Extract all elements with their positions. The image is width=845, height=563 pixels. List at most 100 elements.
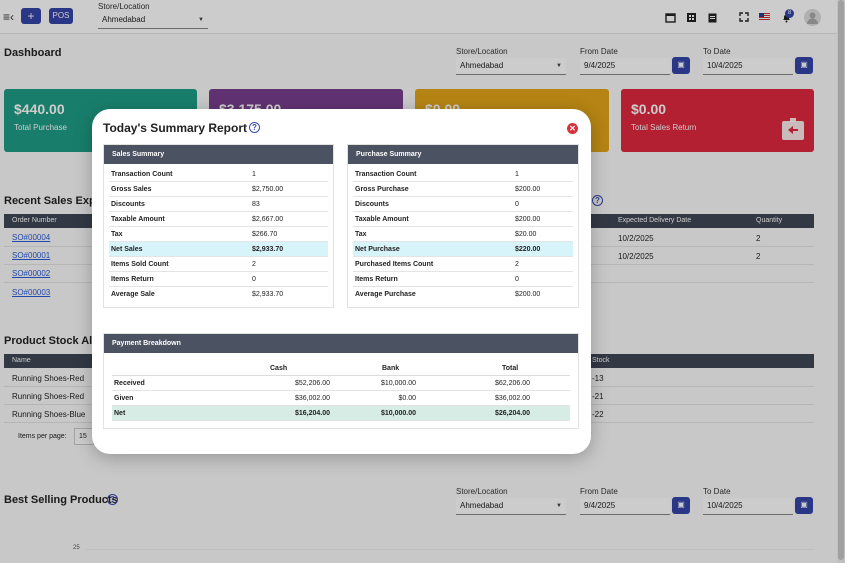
stock-alert-title: Product Stock Aler	[4, 335, 103, 347]
col-name: Name	[12, 357, 31, 364]
calendar-icon[interactable]: ▣	[672, 57, 690, 74]
card-amount: $440.00	[14, 101, 65, 117]
col-total: Total	[502, 365, 519, 372]
chart-gridline	[86, 549, 814, 550]
quantity: 2	[756, 234, 761, 243]
stock-value: -22	[592, 410, 604, 419]
payment-breakdown-box: Payment Breakdown Cash Bank Total Receiv…	[103, 333, 579, 429]
sales-return-card[interactable]: $0.00 Total Sales Return	[621, 89, 814, 152]
summary-row-highlight: Net Sales $2,933.70	[109, 242, 328, 257]
top-bar: ≡‹ + POS Store/Location Ahmedabad ▼ 8	[0, 0, 845, 34]
page-scrollbar[interactable]	[837, 0, 845, 563]
store-location-label: Store/Location	[98, 2, 150, 11]
summary-row: Items Sold Count 2	[109, 257, 328, 272]
summary-row: Gross Sales $2,750.00	[109, 182, 328, 197]
best-store-label: Store/Location	[456, 487, 508, 496]
sales-summary-box: Sales Summary Transaction Count 1 Gross S…	[103, 144, 334, 308]
store-location-value: Ahmedabad	[102, 15, 146, 24]
calculator-icon[interactable]	[686, 12, 697, 23]
best-to-value: 10/4/2025	[707, 501, 743, 510]
summary-row: Taxable Amount $2,667.00	[109, 212, 328, 227]
help-icon[interactable]: ?	[107, 494, 118, 505]
chevron-down-icon: ▼	[198, 17, 204, 23]
quantity: 2	[756, 252, 761, 261]
notification-badge: 8	[785, 9, 794, 18]
dashboard-to-input[interactable]: 10/4/2025	[703, 58, 793, 75]
sales-summary-header: Sales Summary	[104, 145, 333, 164]
recent-sales-title: Recent Sales Expec	[4, 195, 108, 207]
help-icon[interactable]: ?	[592, 195, 603, 206]
store-location-select[interactable]: Ahmedabad ▼	[98, 12, 208, 29]
dashboard-from-label: From Date	[580, 47, 618, 56]
dashboard-to-value: 10/4/2025	[707, 61, 743, 70]
best-from-value: 9/4/2025	[584, 501, 616, 510]
modal-title: Today's Summary Report	[103, 121, 247, 135]
order-link[interactable]: SO#00004	[12, 233, 51, 242]
col-cash: Cash	[270, 365, 288, 372]
dashboard-from-input[interactable]: 9/4/2025	[580, 58, 670, 75]
purchase-summary-box: Purchase Summary Transaction Count 1 Gros…	[347, 144, 579, 308]
product-name: Running Shoes-Blue	[12, 410, 86, 419]
close-icon[interactable]: ✕	[567, 123, 578, 134]
summary-report-modal: Today's Summary Report ? ✕ Sales Summary…	[92, 109, 591, 454]
dashboard-from-value: 9/4/2025	[584, 61, 616, 70]
table-row: SO#00003	[4, 284, 814, 302]
col-expected-delivery: Expected Delivery Date	[618, 217, 692, 224]
order-link[interactable]: SO#00002	[12, 269, 51, 278]
calendar-icon[interactable]	[665, 12, 676, 23]
add-button[interactable]: +	[21, 8, 41, 24]
product-name: Running Shoes-Red	[12, 392, 85, 401]
product-name: Running Shoes-Red	[12, 374, 85, 383]
col-quantity: Quantity	[756, 217, 783, 224]
clipboard-icon[interactable]	[707, 12, 718, 23]
best-to-label: To Date	[703, 487, 731, 496]
summary-row: Gross Purchase $200.00	[353, 182, 573, 197]
summary-row: Average Sale $2,933.70	[111, 291, 284, 298]
us-flag-icon[interactable]	[759, 13, 770, 21]
help-icon[interactable]: ?	[249, 122, 260, 133]
dashboard-store-select[interactable]: Ahmedabad ▼	[456, 58, 566, 75]
summary-row: Discounts 83	[109, 197, 328, 212]
chart-axis-tick: 25	[73, 545, 80, 551]
card-label: Total Sales Return	[631, 123, 697, 132]
calendar-icon[interactable]: ▣	[795, 57, 813, 74]
payment-row: Received $52,206.00 $10,000.00 $62,206.0…	[112, 376, 570, 391]
delivery-date: 10/2/2025	[618, 252, 654, 261]
summary-row: Tax $266.70	[109, 227, 328, 242]
dashboard-to-label: To Date	[703, 47, 731, 56]
pos-button[interactable]: POS	[49, 8, 73, 24]
dashboard-store-label: Store/Location	[456, 47, 508, 56]
order-link[interactable]: SO#00001	[12, 251, 51, 260]
col-stock: Stock	[592, 357, 610, 364]
avatar[interactable]	[804, 9, 821, 26]
best-to-input[interactable]: 10/4/2025	[703, 498, 793, 515]
best-from-input[interactable]: 9/4/2025	[580, 498, 670, 515]
payment-column-headers: Cash Bank Total	[112, 361, 570, 376]
summary-row: Purchased Items Count 2	[353, 257, 573, 272]
fullscreen-icon[interactable]	[739, 12, 749, 22]
chevron-down-icon: ▼	[556, 503, 562, 509]
best-store-select[interactable]: Ahmedabad ▼	[456, 498, 566, 515]
best-from-label: From Date	[580, 487, 618, 496]
best-selling-title: Best Selling Products	[4, 494, 118, 506]
card-label: Total Purchase	[14, 123, 67, 132]
scrollbar-thumb[interactable]	[838, 0, 844, 560]
order-link[interactable]: SO#00003	[12, 288, 51, 297]
summary-row: Transaction Count 1	[109, 167, 328, 182]
card-amount: $0.00	[631, 101, 667, 117]
payment-row-net: Net $16,204.00 $10,000.00 $26,204.00	[112, 406, 570, 421]
summary-row: Average Purchase $200.00	[355, 291, 541, 298]
summary-row-highlight: Net Purchase $220.00	[353, 242, 573, 257]
items-per-page-value: 15	[79, 433, 87, 440]
return-box-icon	[782, 118, 804, 140]
summary-row: Items Return 0	[353, 272, 573, 287]
col-bank: Bank	[382, 365, 400, 372]
summary-row: Items Return 0	[109, 272, 328, 287]
calendar-icon[interactable]: ▣	[795, 497, 813, 514]
best-store-value: Ahmedabad	[460, 501, 504, 510]
dashboard-title: Dashboard	[4, 47, 62, 59]
menu-collapse-icon[interactable]: ≡‹	[3, 10, 14, 24]
payment-row: Given $36,002.00 $0.00 $36,002.00	[112, 391, 570, 406]
calendar-icon[interactable]: ▣	[672, 497, 690, 514]
stock-value: -21	[592, 392, 604, 401]
